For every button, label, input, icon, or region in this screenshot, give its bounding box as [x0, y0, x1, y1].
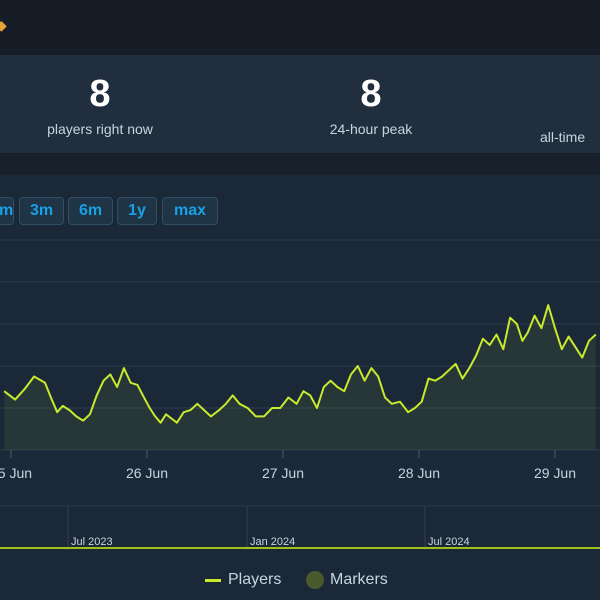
navigator-background — [0, 506, 600, 551]
x-tick-label: 25 Jun — [0, 465, 32, 481]
x-axis-ticks: 25 Jun 26 Jun 27 Jun 28 Jun 29 Jun — [0, 450, 576, 481]
stat-players-now: 8 players right now — [30, 73, 170, 137]
legend-players[interactable]: Players — [228, 571, 282, 588]
x-tick-label: 29 Jun — [534, 465, 576, 481]
stats-panel: 8 players right now 8 24-hour peak all-t… — [0, 55, 600, 153]
x-tick-label: 28 Jun — [398, 465, 440, 481]
stat-all-time-peak: all-time — [540, 73, 600, 145]
time-navigator: Jul 2023 Jan 2024 Jul 2024 — [0, 505, 600, 551]
x-tick-label: 27 Jun — [262, 465, 304, 481]
stat-label: all-time — [540, 129, 586, 145]
navigator-tick-label: Jul 2023 — [71, 536, 113, 548]
top-bar: ◆ — [0, 0, 600, 55]
legend-markers-swatch — [306, 571, 324, 589]
stat-value: 8 — [360, 73, 382, 115]
chart-legend: Players Markers — [0, 570, 600, 590]
legend-players-swatch — [205, 579, 221, 582]
range-button-1m[interactable]: m — [0, 197, 14, 225]
series-line-players — [3, 304, 597, 424]
chart-gridlines — [0, 239, 600, 451]
stat-value: 8 — [89, 73, 111, 115]
stat-label: players right now — [47, 121, 153, 137]
stat-label: 24-hour peak — [329, 121, 413, 137]
navigator-tick-label: Jan 2024 — [250, 536, 295, 548]
app-logo-icon: ◆ — [0, 17, 7, 33]
legend-markers[interactable]: Markers — [330, 571, 388, 588]
section-divider — [0, 153, 600, 175]
range-button-max[interactable]: max — [162, 197, 218, 225]
range-button-1y[interactable]: 1y — [117, 197, 157, 225]
series-area-players — [4, 305, 596, 450]
navigator-tick-label: Jul 2024 — [428, 536, 470, 548]
range-button-6m[interactable]: 6m — [68, 197, 113, 225]
range-button-3m[interactable]: 3m — [19, 197, 64, 225]
x-tick-label: 26 Jun — [126, 465, 168, 481]
stat-24h-peak: 8 24-hour peak — [301, 73, 441, 137]
